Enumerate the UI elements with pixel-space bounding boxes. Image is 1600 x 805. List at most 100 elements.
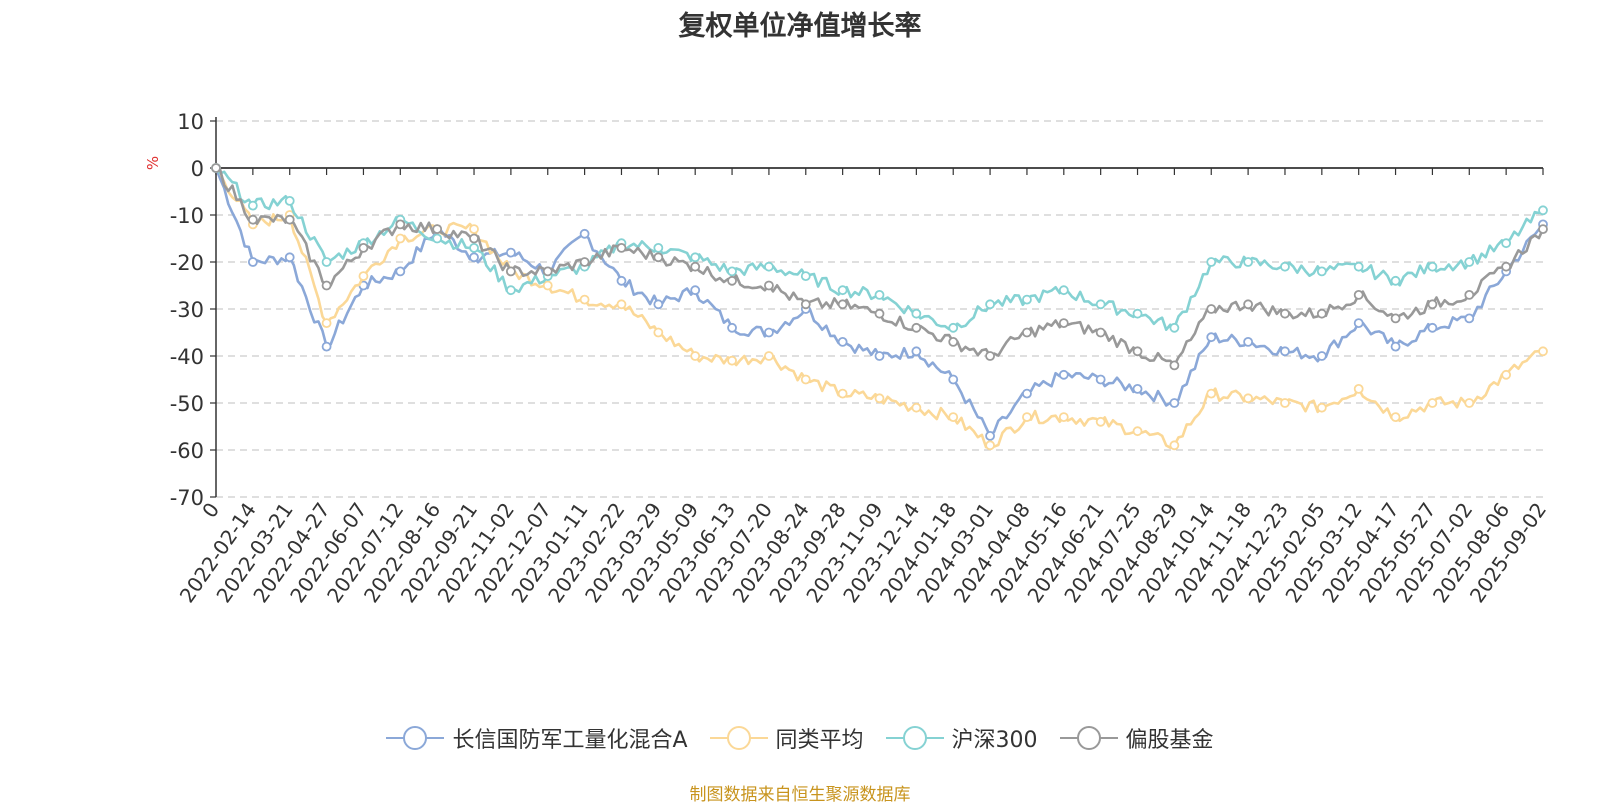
data-point <box>1132 426 1143 437</box>
y-tick-label: -10 <box>170 204 204 228</box>
data-point <box>985 351 995 361</box>
data-point <box>1390 275 1401 286</box>
data-point <box>1095 374 1106 385</box>
data-point <box>653 252 664 263</box>
source-note: 制图数据来自恒生聚源数据库 <box>689 785 911 805</box>
data-point <box>764 351 774 361</box>
data-point <box>1022 294 1032 305</box>
data-point <box>837 285 848 296</box>
chart-title: 复权单位净值增长率 <box>678 11 922 42</box>
y-tick-label: 0 <box>191 157 204 181</box>
data-point <box>1316 402 1327 413</box>
data-point <box>1464 289 1475 300</box>
legend-item[interactable]: 沪深300 <box>885 722 1038 754</box>
data-point <box>1169 360 1180 371</box>
data-point <box>247 214 258 225</box>
data-point <box>469 252 479 263</box>
data-point <box>727 355 737 366</box>
data-point <box>690 285 701 296</box>
data-point <box>321 280 332 291</box>
data-point <box>1243 257 1254 267</box>
data-point <box>911 402 922 413</box>
data-point <box>616 275 627 286</box>
data-point <box>1353 318 1364 329</box>
data-point <box>1427 398 1438 408</box>
data-point <box>579 228 590 239</box>
data-point <box>1243 336 1254 347</box>
data-point <box>874 308 885 319</box>
data-point <box>1427 299 1438 310</box>
data-point <box>505 266 516 277</box>
data-point <box>1316 351 1327 361</box>
data-point <box>1501 261 1512 272</box>
data-point <box>284 252 295 263</box>
data-point <box>948 322 959 333</box>
data-point <box>837 299 848 310</box>
data-point <box>1464 398 1475 408</box>
data-point <box>800 271 811 282</box>
data-point <box>358 242 369 253</box>
data-point <box>1095 327 1106 338</box>
data-point <box>579 294 590 305</box>
data-point <box>505 285 516 296</box>
data-point <box>874 393 885 404</box>
data-point <box>1501 238 1512 249</box>
data-point <box>1280 346 1290 357</box>
data-point <box>948 374 959 385</box>
y-tick-label: -20 <box>170 251 204 275</box>
y-tick-label: -60 <box>170 439 204 463</box>
data-point <box>727 275 737 286</box>
legend-swatch-icon <box>709 726 768 750</box>
data-point <box>1022 327 1032 338</box>
data-point <box>211 163 221 173</box>
data-point <box>321 318 332 329</box>
data-point <box>911 322 922 333</box>
legend-label: 同类平均 <box>775 728 864 753</box>
data-point <box>321 257 332 267</box>
data-point <box>1132 346 1143 357</box>
data-point <box>1538 205 1548 216</box>
data-point <box>727 266 737 277</box>
data-point <box>874 351 885 361</box>
y-tick-label: -70 <box>170 486 204 510</box>
data-point <box>764 327 774 338</box>
data-point <box>1206 304 1217 314</box>
legend-item[interactable]: 长信国防军工量化混合A <box>386 722 688 754</box>
data-point <box>690 261 701 272</box>
data-point <box>653 299 664 310</box>
data-point <box>579 257 590 267</box>
data-point <box>1058 318 1069 329</box>
data-point <box>800 299 811 310</box>
data-point <box>542 280 553 291</box>
data-point <box>948 412 959 423</box>
legend-item[interactable]: 偏股基金 <box>1059 722 1214 754</box>
data-point <box>432 233 443 244</box>
data-point <box>1353 261 1364 272</box>
data-point <box>247 257 258 267</box>
data-point <box>1058 285 1069 296</box>
data-point <box>469 233 479 244</box>
data-point <box>985 440 995 451</box>
data-point <box>1538 224 1548 235</box>
legend-swatch-icon <box>885 726 944 750</box>
data-point <box>1243 393 1254 404</box>
data-point <box>1206 332 1217 343</box>
data-point <box>505 247 516 258</box>
data-point <box>1132 383 1143 394</box>
data-point <box>764 261 774 272</box>
data-point <box>911 308 922 319</box>
data-point <box>616 299 627 310</box>
y-tick-label: -50 <box>170 392 204 416</box>
data-point <box>358 271 369 282</box>
data-point <box>1169 322 1180 333</box>
data-point <box>1095 416 1106 427</box>
legend-item[interactable]: 同类平均 <box>709 722 864 754</box>
data-point <box>653 242 664 253</box>
data-point <box>542 266 553 277</box>
data-point <box>764 280 774 291</box>
tick-labels: 100-10-20-30-40-50-60-70%02022-02-142022… <box>144 110 1551 607</box>
data-point <box>1427 261 1438 272</box>
data-point <box>395 266 406 277</box>
data-point <box>1353 289 1364 300</box>
